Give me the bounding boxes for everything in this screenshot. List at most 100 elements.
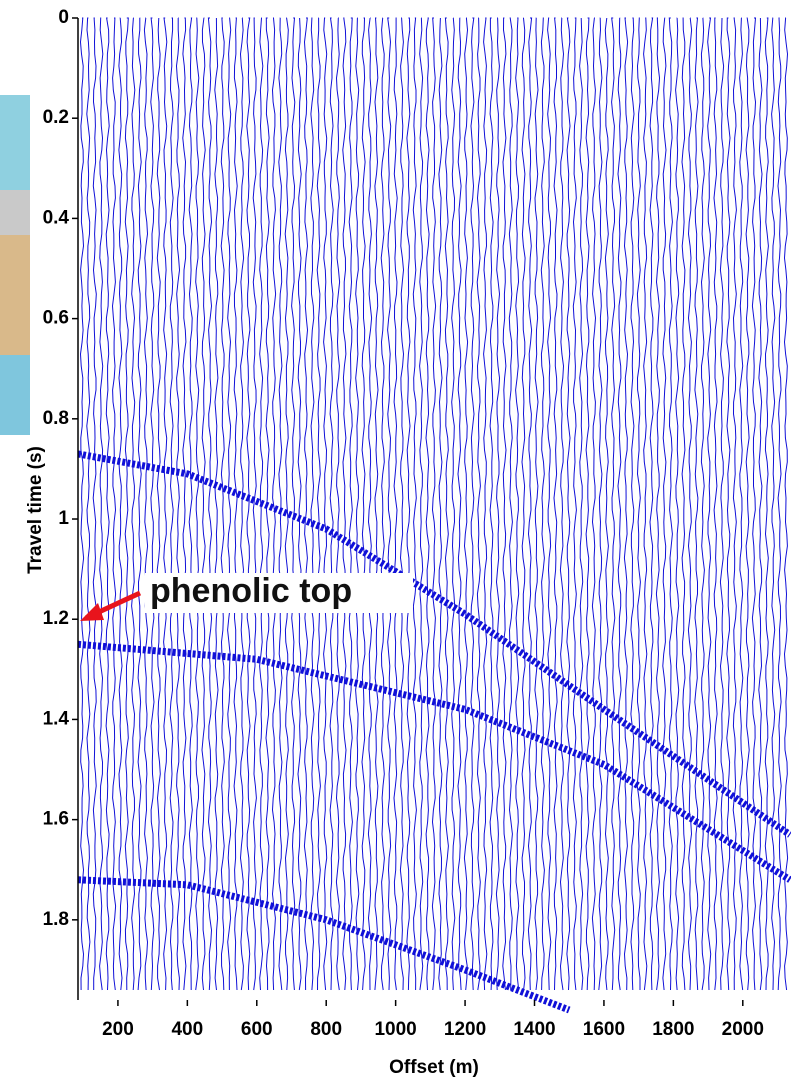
- trace: [547, 17, 552, 991]
- trace: [86, 17, 91, 991]
- trace: [342, 17, 347, 991]
- trace: [559, 17, 565, 991]
- trace: [483, 17, 488, 991]
- trace: [419, 17, 424, 991]
- y-tick-label: 0.4: [43, 207, 70, 228]
- trace: [399, 17, 405, 991]
- trace: [572, 17, 577, 991]
- trace: [239, 17, 245, 991]
- trace: [188, 17, 193, 991]
- events: [77, 450, 791, 1014]
- x-tick-label: 600: [241, 1019, 273, 1040]
- trace: [553, 17, 558, 991]
- trace: [431, 17, 437, 991]
- trace: [374, 17, 379, 991]
- trace: [220, 17, 225, 991]
- trace: [566, 17, 571, 991]
- trace: [201, 17, 206, 991]
- traces: [79, 17, 789, 991]
- trace: [111, 17, 117, 991]
- trace: [233, 17, 238, 991]
- y-axis-label: Travel time (s): [25, 446, 46, 574]
- trace: [163, 17, 168, 991]
- trace: [771, 17, 776, 991]
- trace: [284, 17, 289, 991]
- trace: [355, 17, 360, 991]
- annotation: phenolic top: [150, 572, 352, 610]
- annotation-arrowhead: [80, 603, 104, 621]
- trace: [131, 17, 136, 991]
- trace: [79, 17, 85, 991]
- trace: [380, 17, 385, 991]
- trace: [649, 17, 654, 991]
- trace: [540, 17, 545, 991]
- cropped-image: [0, 355, 30, 435]
- trace: [444, 17, 449, 991]
- trace: [246, 17, 251, 991]
- trace: [617, 17, 622, 991]
- x-tick-label: 200: [102, 1019, 134, 1040]
- trace: [726, 17, 731, 991]
- trace: [668, 17, 673, 991]
- trace: [732, 17, 737, 991]
- trace: [425, 17, 430, 991]
- trace: [643, 17, 648, 991]
- trace: [99, 17, 104, 991]
- trace: [412, 17, 417, 991]
- y-tick-label: 1.8: [43, 909, 69, 930]
- trace: [182, 17, 187, 991]
- trace: [463, 17, 469, 991]
- y-tick-label: 0.6: [43, 308, 69, 329]
- trace: [675, 17, 680, 991]
- trace: [662, 17, 667, 991]
- x-axis-label: Offset (m): [389, 1057, 479, 1078]
- annotation-bg: [145, 573, 413, 613]
- trace: [495, 17, 501, 991]
- y-tick-label: 0.2: [43, 107, 69, 128]
- trace: [265, 17, 270, 991]
- reflection-event: [77, 640, 791, 883]
- trace: [143, 17, 149, 991]
- trace: [175, 17, 181, 991]
- trace: [361, 17, 366, 991]
- x-tick-label: 800: [310, 1019, 342, 1040]
- trace: [323, 17, 328, 991]
- x-tick-label: 400: [171, 1019, 203, 1040]
- trace: [150, 17, 155, 991]
- trace: [124, 17, 129, 991]
- trace: [393, 17, 398, 991]
- x-tick-label: 1800: [652, 1019, 694, 1040]
- trace: [348, 17, 353, 991]
- trace: [745, 17, 750, 991]
- trace: [310, 17, 315, 991]
- trace: [291, 17, 296, 991]
- trace: [476, 17, 481, 991]
- trace: [387, 17, 392, 991]
- y-tick-label: 0.8: [43, 408, 69, 429]
- trace: [278, 17, 283, 991]
- trace: [681, 17, 686, 991]
- trace: [297, 17, 302, 991]
- trace: [271, 17, 277, 991]
- trace: [655, 17, 661, 991]
- x-tick-label: 1200: [444, 1019, 486, 1040]
- y-tick-label: 1.4: [43, 708, 70, 729]
- trace: [195, 17, 200, 991]
- trace: [636, 17, 641, 990]
- trace: [783, 17, 789, 991]
- reflection-event: [77, 876, 571, 1014]
- cropped-image: [0, 235, 30, 355]
- trace: [527, 17, 533, 991]
- trace: [700, 17, 705, 991]
- trace: [329, 17, 334, 991]
- trace: [335, 17, 341, 991]
- trace: [585, 17, 590, 991]
- cropped-image: [0, 95, 30, 190]
- trace: [92, 17, 97, 990]
- y-tick-label: 1.6: [43, 809, 69, 830]
- trace: [259, 17, 264, 991]
- trace: [591, 17, 597, 991]
- trace: [502, 17, 507, 991]
